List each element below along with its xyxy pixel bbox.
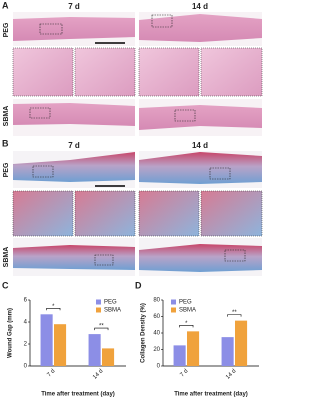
- significance-label: *: [185, 321, 188, 327]
- x-tick-label: 7 d: [46, 368, 56, 378]
- y-tick-label: 0: [157, 364, 161, 370]
- column-label: 14 d: [192, 2, 208, 11]
- panel-label: A: [2, 0, 9, 10]
- panel-label: B: [2, 138, 9, 148]
- x-tick-label: 14 d: [225, 368, 238, 381]
- column-label: 7 d: [68, 141, 80, 150]
- x-tick-label: 7 d: [179, 368, 189, 378]
- y-tick-label: 40: [153, 331, 160, 337]
- significance-bracket: [46, 308, 61, 311]
- panel-label: D: [135, 280, 142, 290]
- panel-label: C: [2, 280, 9, 290]
- column-label: 7 d: [68, 2, 80, 11]
- legend-label: PEG: [104, 300, 117, 306]
- bar: [102, 348, 115, 366]
- significance-bracket: [227, 314, 242, 317]
- histology-trichrome: [12, 151, 263, 276]
- legend-swatch: [171, 307, 176, 313]
- column-label: 14 d: [192, 141, 208, 150]
- bar: [88, 334, 101, 366]
- y-axis-title: Collagen Density (%): [141, 303, 147, 363]
- significance-label: **: [232, 310, 237, 316]
- histology-he: [12, 12, 263, 136]
- bar: [235, 320, 248, 366]
- bar: [187, 331, 200, 366]
- bar: [173, 345, 186, 366]
- figure: A 7 d 14 d PEG SBMA B 7 d 14 d PEG SBMA …: [2, 0, 263, 398]
- x-axis-title: Time after treatment (day): [174, 392, 248, 398]
- bar: [40, 314, 53, 366]
- x-axis-title: Time after treatment (day): [41, 392, 115, 398]
- significance-label: *: [52, 304, 55, 310]
- y-tick-label: 20: [153, 347, 160, 353]
- significance-bracket: [179, 325, 194, 328]
- row-label: SBMA: [3, 106, 10, 127]
- legend-swatch: [171, 299, 176, 305]
- y-axis-title: Wound Gap (mm): [8, 308, 14, 358]
- y-tick-label: 80: [153, 298, 160, 304]
- legend-label: SBMA: [104, 308, 121, 314]
- significance-bracket: [94, 327, 109, 331]
- y-tick-label: 6: [24, 298, 28, 304]
- y-tick-label: 4: [24, 320, 28, 326]
- bar: [54, 324, 67, 366]
- x-tick-label: 14 d: [92, 368, 105, 381]
- row-label: SBMA: [3, 247, 10, 268]
- significance-label: **: [99, 324, 104, 330]
- bar: [221, 337, 234, 366]
- charts: C Wound Gap (mm) Time after treatment (day…: [2, 280, 259, 398]
- row-label: PEG: [3, 22, 10, 37]
- legend-label: PEG: [179, 300, 192, 306]
- row-label: PEG: [3, 162, 10, 177]
- y-tick-label: 0: [24, 364, 28, 370]
- legend-swatch: [96, 307, 101, 313]
- legend-swatch: [96, 299, 101, 305]
- y-tick-label: 2: [24, 342, 28, 348]
- legend-label: SBMA: [179, 308, 196, 314]
- y-tick-label: 60: [153, 314, 160, 320]
